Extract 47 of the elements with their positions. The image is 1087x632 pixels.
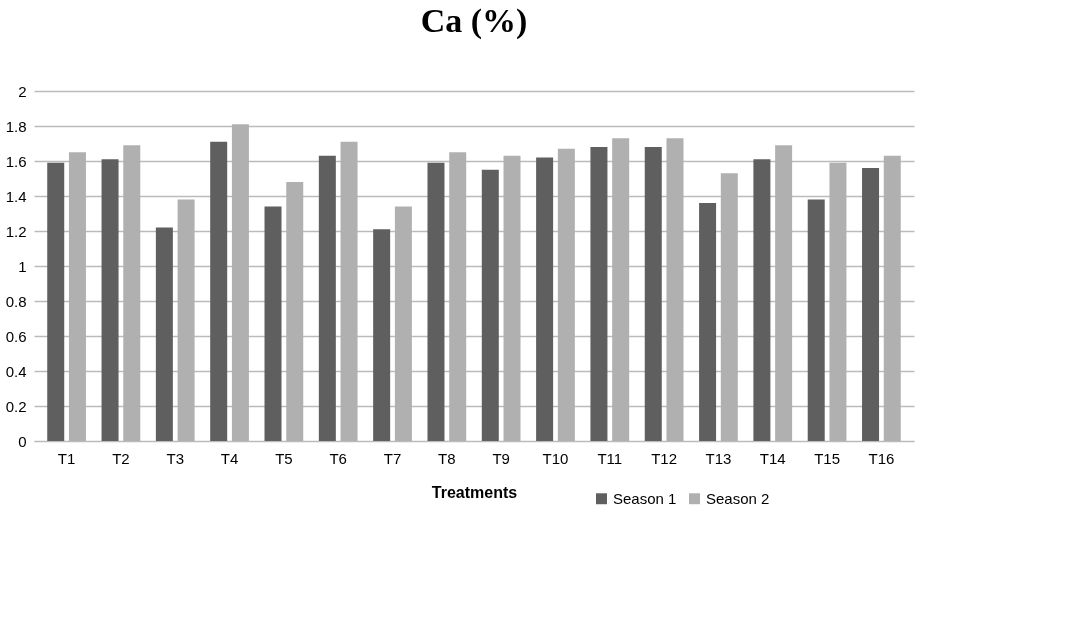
y-tick-label: 2: [18, 82, 27, 100]
bar: [536, 157, 554, 441]
x-tick-label: T2: [112, 449, 130, 467]
bar: [590, 147, 608, 441]
x-tick-label: T5: [275, 449, 293, 467]
bar: [101, 159, 119, 441]
bar: [264, 206, 282, 441]
bar: [699, 203, 717, 441]
y-tick-label: 1.4: [5, 187, 27, 205]
x-tick-label: T12: [651, 449, 678, 467]
y-tick-label: 1.6: [5, 152, 27, 170]
x-tick-label: T15: [814, 449, 841, 467]
y-tick-label: 0.6: [5, 327, 27, 345]
x-tick-label: T3: [166, 449, 184, 467]
x-tick-label: T13: [705, 449, 732, 467]
x-tick-label: T8: [438, 449, 456, 467]
bar: [210, 141, 228, 441]
bar: [862, 168, 880, 441]
y-tick-label: 0: [18, 432, 27, 450]
bar: [644, 147, 662, 441]
y-tick-label: 1: [18, 257, 27, 275]
legend-label: Season 2: [706, 489, 770, 507]
x-axis-title: Treatments: [431, 483, 518, 501]
x-tick-label: T7: [383, 449, 402, 467]
x-tick-label: T10: [542, 449, 569, 467]
x-tick-label: T1: [57, 449, 76, 467]
y-tick-label: 1.8: [5, 117, 27, 135]
y-tick-label: 0.4: [5, 362, 27, 380]
bar: [807, 199, 825, 441]
y-tick-label: 0.2: [5, 397, 27, 415]
bar: [373, 229, 391, 441]
y-tick-label: 1.2: [5, 222, 27, 240]
x-tick-label: T11: [597, 449, 623, 467]
bar: [481, 169, 499, 441]
bar: [753, 159, 771, 441]
x-tick-label: T9: [492, 449, 510, 467]
bar: [47, 162, 65, 441]
bar: [155, 227, 173, 441]
y-tick-label: 0.8: [5, 292, 27, 310]
x-tick-label: T6: [329, 449, 347, 467]
chart-title: Ca (%): [420, 2, 528, 40]
x-tick-label: T14: [759, 449, 786, 467]
x-tick-label: T4: [220, 449, 239, 467]
legend-label: Season 1: [613, 489, 677, 507]
bar: [427, 162, 445, 441]
x-tick-label: T16: [868, 449, 895, 467]
bar: [318, 155, 336, 441]
